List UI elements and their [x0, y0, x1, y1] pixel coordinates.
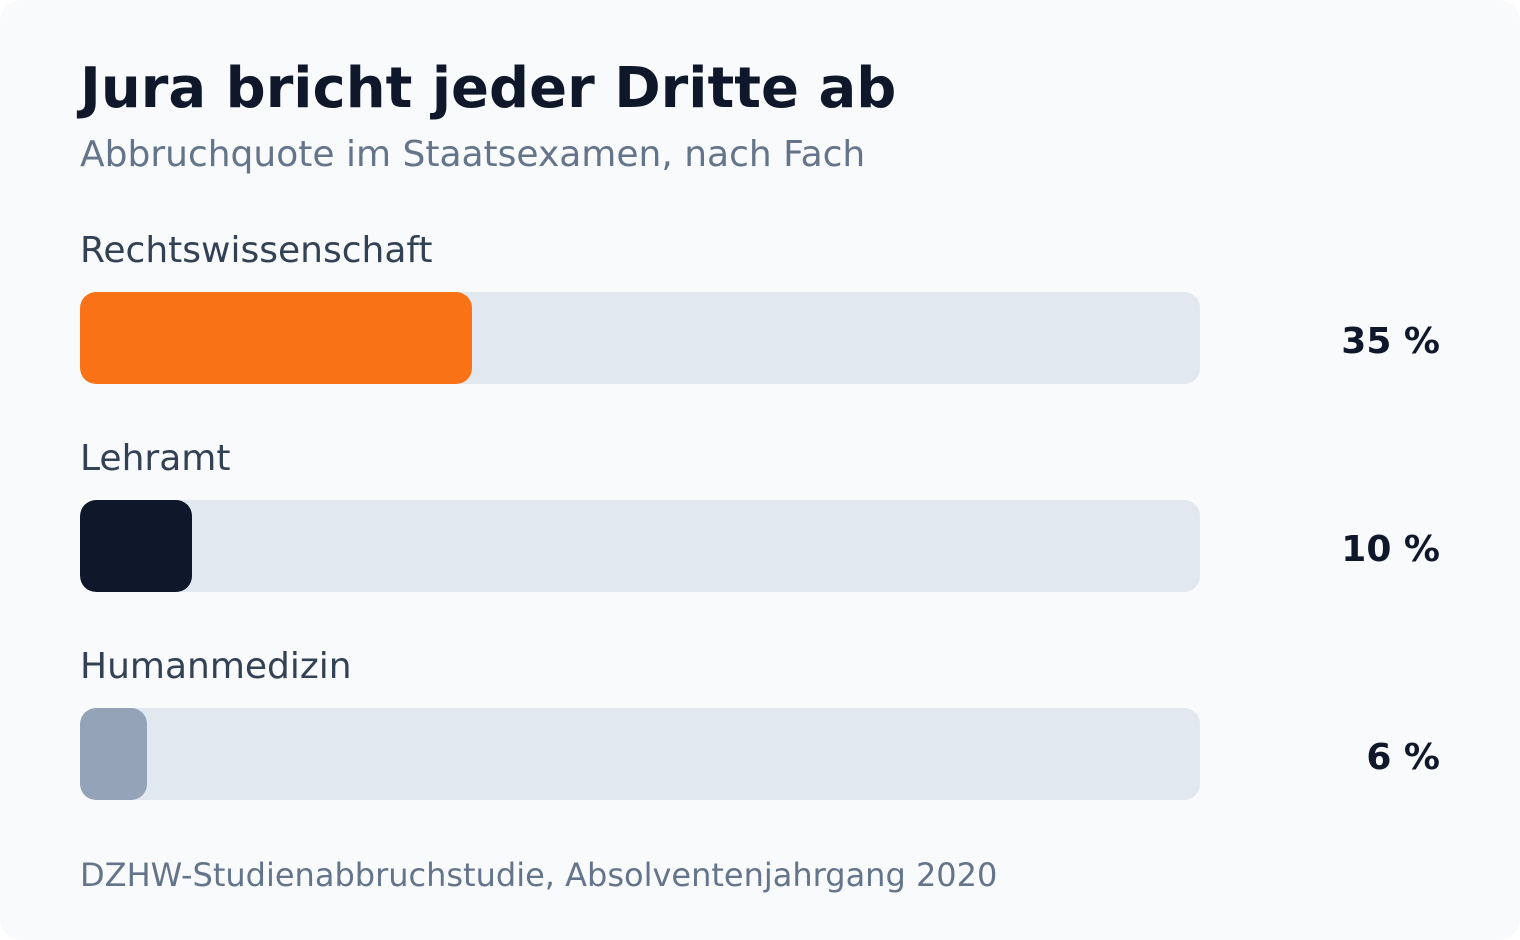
bar-value-humanmedizin: 6 %	[1366, 737, 1440, 778]
bar-label-lehramt: Lehramt	[80, 438, 231, 479]
chart-subtitle: Abbruchquote im Staatsexamen, nach Fach	[80, 134, 866, 175]
bar-value-lehramt: 10 %	[1341, 529, 1440, 570]
bar-track-rechtswissenschaft	[80, 292, 1200, 384]
bar-humanmedizin	[80, 708, 148, 800]
bar-label-rechtswissenschaft: Rechtswissenschaft	[80, 230, 433, 271]
chart-title: Jura bricht jeder Dritte ab	[80, 56, 897, 121]
bar-track-lehramt	[80, 500, 1200, 592]
source-note: DZHW-Studienabbruchstudie, Absolventenja…	[80, 856, 998, 894]
bar-rechtswissenschaft	[80, 292, 472, 384]
bar-track-humanmedizin	[80, 708, 1200, 800]
bar-lehramt	[80, 500, 192, 592]
bar-label-humanmedizin: Humanmedizin	[80, 646, 352, 687]
bar-value-rechtswissenschaft: 35 %	[1341, 321, 1440, 362]
